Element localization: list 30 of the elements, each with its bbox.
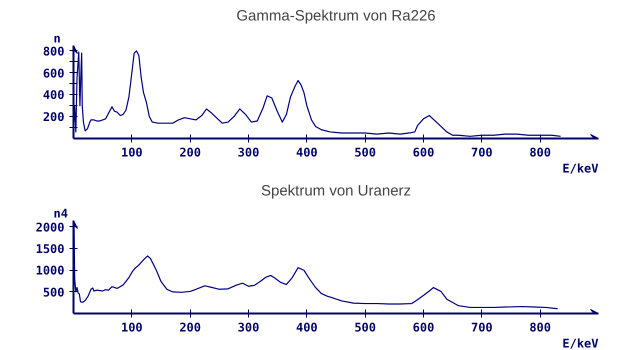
y-axis-title: n4: [54, 206, 68, 220]
x-tick-label: 400: [296, 146, 318, 160]
x-axis-title: E/keV: [562, 336, 598, 350]
x-tick-label: 300: [238, 320, 260, 334]
x-tick-label: 300: [238, 146, 260, 160]
x-tick-label: 600: [412, 146, 434, 160]
y-tick-label: 600: [42, 66, 65, 80]
x-tick-label: 600: [412, 320, 434, 334]
x-tick-label: 700: [470, 320, 493, 334]
y-tick-label: 800: [42, 44, 65, 58]
chart-title: Spektrum von Uranerz: [260, 182, 412, 200]
y-tick-label: 400: [42, 88, 65, 102]
y-tick-label: 1500: [36, 242, 65, 256]
y-tick-label: 1000: [36, 264, 65, 278]
x-tick-label: 700: [470, 146, 493, 160]
chart-title: Gamma-Spektrum von Ra226: [236, 8, 436, 24]
y-tick-label: 200: [42, 110, 65, 124]
x-tick-label: 800: [529, 320, 552, 334]
x-tick-label: 800: [529, 146, 552, 160]
x-tick-label: 100: [120, 146, 143, 160]
y-tick-label: 2000: [36, 220, 65, 234]
x-tick-label: 200: [179, 146, 202, 160]
x-tick-label: 500: [354, 146, 376, 160]
y-axis-title: n: [54, 32, 61, 46]
x-tick-label: 200: [179, 320, 202, 334]
x-tick-label: 500: [354, 320, 376, 334]
x-tick-label: 100: [120, 320, 143, 334]
x-tick-label: 400: [296, 320, 318, 334]
y-tick-label: 500: [42, 285, 65, 300]
x-axis-title: E/keV: [562, 162, 598, 176]
